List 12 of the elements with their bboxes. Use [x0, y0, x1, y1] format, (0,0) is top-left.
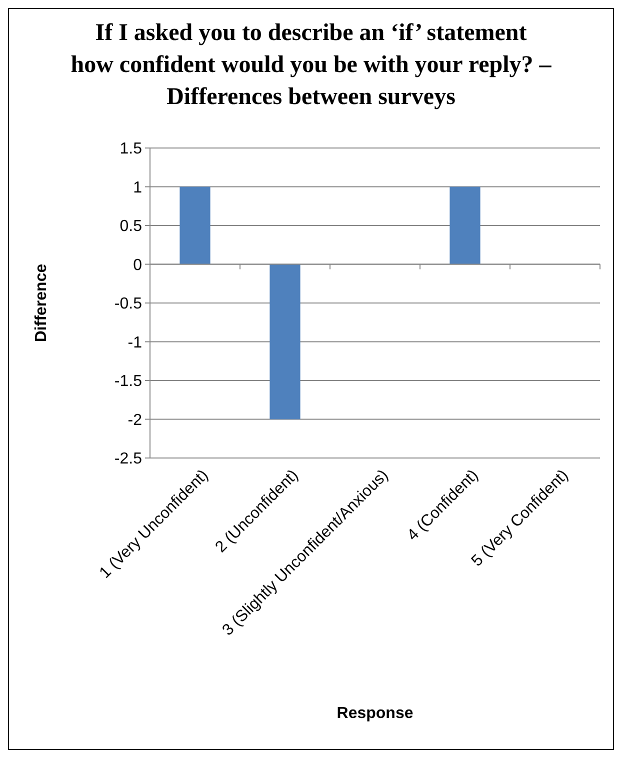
y-tick-label: 1	[133, 179, 142, 196]
x-axis-title: Response	[336, 705, 414, 722]
y-tick-label: -1	[128, 334, 142, 352]
y-axis-title: Difference	[33, 264, 50, 342]
y-tick-label: -0.5	[114, 296, 142, 313]
y-tick-label: 0.5	[120, 218, 142, 236]
chart-title: If I asked you to describe an ‘if’ statement how confident would you be with your reply? – Differences between surveys	[70, 20, 552, 110]
y-tick-label: 1.5	[120, 140, 142, 158]
y-tick-label: 0	[133, 256, 142, 274]
y-tick-label: -2	[128, 412, 142, 429]
y-tick-label: -2.5	[114, 450, 142, 468]
y-tick-label: -1.5	[114, 373, 142, 390]
